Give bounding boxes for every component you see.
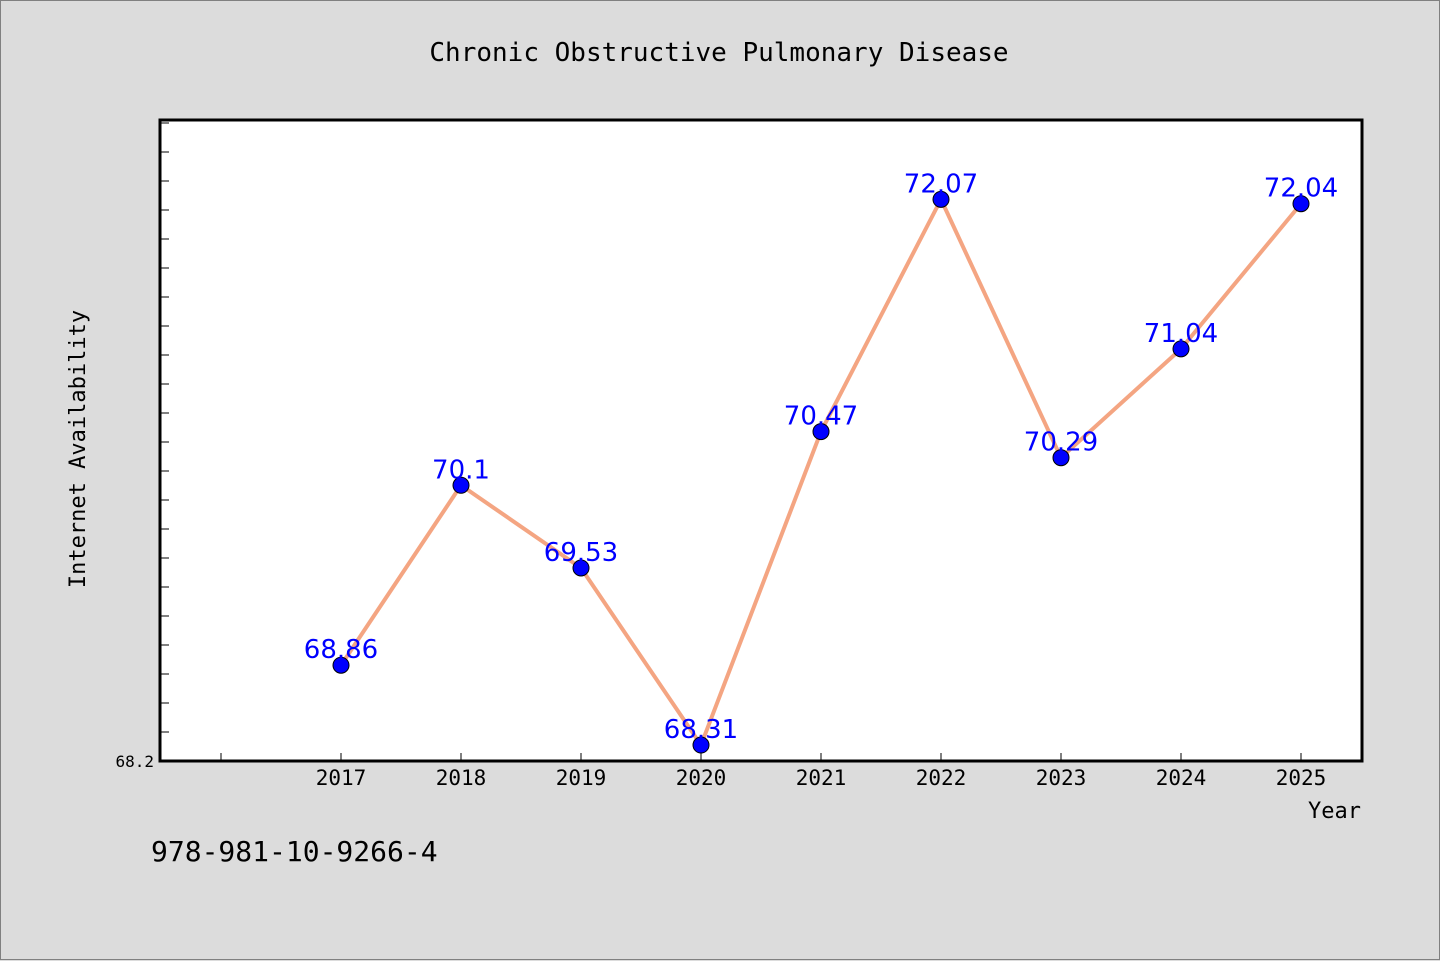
y-axis-label: Internet Availability [66, 310, 91, 588]
data-label: 70.47 [784, 402, 858, 432]
x-tick-label: 2019 [556, 766, 607, 790]
data-label: 72.07 [904, 169, 978, 199]
x-tick-label: 2023 [1036, 766, 1087, 790]
x-tick-label: 2024 [1156, 766, 1207, 790]
x-tick-label: 2018 [436, 766, 487, 790]
data-label: 68.31 [664, 715, 738, 745]
data-point [572, 559, 590, 577]
x-tick-label: 2021 [796, 766, 847, 790]
data-label: 70.29 [1024, 428, 1098, 458]
x-axis-ticks: 2017 2018 2019 2020 2021 2022 2023 2024 2025 [220, 753, 1327, 790]
y-axis-min-label: 68.2 [115, 752, 154, 771]
data-label: 68.86 [304, 635, 378, 665]
x-tick-label: 2017 [316, 766, 367, 790]
data-point [452, 476, 470, 494]
x-tick-label: 2022 [916, 766, 967, 790]
isbn-text: 978-981-10-9266-4 [151, 835, 438, 868]
series-layer: 68.86 70.1 69.53 68.31 70.47 72.07 70.29 71.04 7… [304, 169, 1338, 754]
x-tick-label: 2025 [1276, 766, 1327, 790]
data-point [1052, 449, 1070, 467]
data-point [1292, 195, 1310, 213]
data-label: 72.04 [1264, 174, 1338, 204]
data-point [932, 190, 950, 208]
chart-title: Chronic Obstructive Pulmonary Disease [429, 38, 1008, 68]
data-label: 69.53 [544, 538, 618, 568]
data-point [692, 736, 710, 754]
plot-area [158, 118, 1364, 763]
data-label: 70.1 [432, 455, 490, 485]
x-tick-label: 2020 [676, 766, 727, 790]
data-label: 71.04 [1144, 319, 1218, 349]
data-point [1172, 340, 1190, 358]
data-point [812, 423, 830, 441]
x-axis-label: Year [1308, 799, 1361, 824]
y-axis-ticks [161, 122, 169, 733]
data-point [332, 656, 350, 674]
